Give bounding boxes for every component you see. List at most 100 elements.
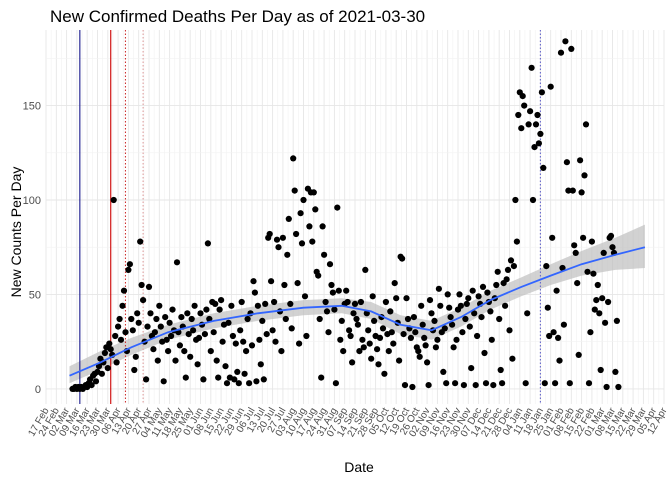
data-point <box>332 380 339 387</box>
data-point <box>525 121 532 128</box>
data-points <box>69 38 622 392</box>
data-point <box>282 315 289 323</box>
data-point <box>321 251 328 258</box>
data-point <box>168 332 175 340</box>
data-point <box>607 232 615 239</box>
data-point <box>151 329 158 336</box>
data-point <box>415 348 422 355</box>
data-point <box>529 196 537 204</box>
data-point <box>296 340 303 347</box>
data-point <box>326 261 334 268</box>
data-point <box>335 287 342 294</box>
data-point <box>107 346 114 353</box>
data-point <box>184 310 191 317</box>
data-point <box>337 336 344 343</box>
data-point <box>294 280 301 287</box>
data-point <box>403 295 410 302</box>
data-point <box>559 264 566 272</box>
data-point <box>351 300 359 307</box>
data-point <box>260 376 267 383</box>
data-point <box>240 338 247 345</box>
data-point <box>600 249 607 256</box>
data-point <box>584 268 591 275</box>
data-point <box>534 111 541 119</box>
data-point <box>231 376 238 383</box>
data-point <box>243 348 250 355</box>
data-point <box>487 308 494 315</box>
data-point <box>521 102 528 109</box>
data-point <box>466 323 473 330</box>
data-point <box>219 338 226 345</box>
data-point <box>437 302 444 309</box>
data-point <box>318 374 325 381</box>
data-point <box>104 365 111 372</box>
data-point <box>519 93 526 100</box>
data-point <box>112 332 119 340</box>
data-point <box>229 332 236 340</box>
data-point <box>120 287 128 294</box>
data-point <box>368 355 375 362</box>
data-point <box>510 263 517 270</box>
data-point <box>346 327 353 334</box>
data-point <box>329 289 336 296</box>
data-point <box>540 164 547 171</box>
data-point <box>275 244 282 251</box>
data-point <box>319 223 326 230</box>
data-point <box>587 329 594 336</box>
data-point <box>553 287 560 294</box>
data-point <box>605 298 612 306</box>
data-point <box>269 327 276 334</box>
data-point <box>101 349 108 357</box>
data-point <box>596 310 603 317</box>
data-point <box>563 159 571 166</box>
data-point <box>422 342 429 349</box>
data-point <box>222 363 229 370</box>
data-point <box>301 293 309 300</box>
data-point <box>387 308 394 315</box>
data-point <box>453 336 460 343</box>
data-point <box>253 378 260 385</box>
data-point <box>359 336 366 343</box>
data-point <box>503 276 510 283</box>
data-point <box>435 285 442 292</box>
data-point <box>126 261 133 268</box>
data-point <box>531 144 538 151</box>
data-point <box>272 338 279 345</box>
data-point <box>566 380 573 387</box>
data-point <box>426 297 434 304</box>
data-point <box>300 196 307 204</box>
data-point <box>399 255 406 262</box>
data-point <box>602 319 609 326</box>
data-point <box>582 121 590 128</box>
data-point <box>212 300 219 307</box>
data-point <box>494 268 501 275</box>
data-point <box>507 257 515 264</box>
data-point <box>522 380 529 387</box>
data-point <box>444 291 451 298</box>
data-point <box>575 351 582 358</box>
y-tick-label: 50 <box>29 289 41 301</box>
data-point <box>374 346 381 353</box>
data-point <box>197 310 204 317</box>
data-point <box>424 359 431 366</box>
data-point <box>482 380 490 387</box>
data-point <box>266 230 273 238</box>
data-point <box>178 314 185 321</box>
data-point <box>565 187 572 194</box>
data-point <box>490 382 497 389</box>
data-point <box>248 342 256 349</box>
data-point <box>504 266 512 273</box>
data-point <box>182 374 189 381</box>
data-point <box>588 238 596 245</box>
data-point <box>278 348 285 355</box>
data-point <box>594 281 601 289</box>
data-point <box>350 310 357 317</box>
data-point <box>391 280 398 287</box>
data-point <box>502 302 509 309</box>
data-point <box>98 370 105 377</box>
data-point <box>137 238 144 245</box>
data-point <box>162 314 169 321</box>
y-tick-label: 100 <box>23 195 41 207</box>
data-point <box>128 315 135 323</box>
data-point <box>515 111 522 119</box>
